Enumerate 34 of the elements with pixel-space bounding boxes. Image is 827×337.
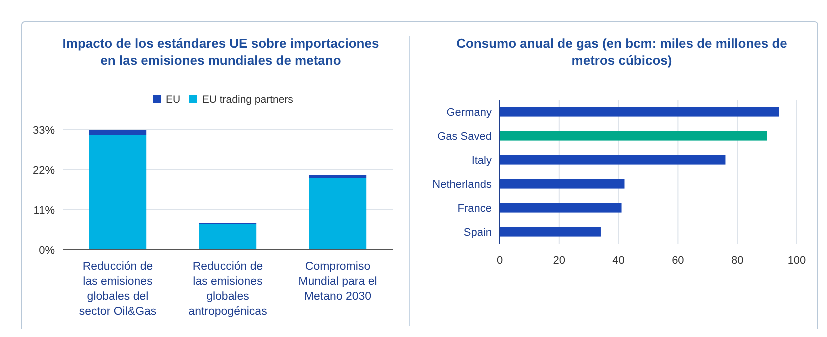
x-tick-label: Reducción de las emisiones globales antropogénicas xyxy=(188,261,268,318)
bar xyxy=(500,203,622,213)
bar xyxy=(500,131,768,141)
y-tick-label: 33% xyxy=(32,125,56,137)
bar xyxy=(89,130,147,136)
y-tick-label: Spain xyxy=(464,227,492,239)
y-tick-label: Germany xyxy=(446,107,492,119)
bar xyxy=(500,227,601,237)
x-tick-label: 100 xyxy=(788,255,806,267)
y-tick-label: Gas Saved xyxy=(438,131,492,143)
bar xyxy=(309,175,367,178)
chart-title: Impacto de los estándares UE sobre importaciones en las emisiones mundiales de metano xyxy=(62,36,380,68)
x-tick-label: Reducción de las emisiones globales del sector Oil&Gas xyxy=(79,261,157,318)
bar xyxy=(89,135,147,250)
x-tick-label: Compromiso Mundial para el Metano 2030 xyxy=(298,261,378,303)
y-tick-label: 22% xyxy=(32,165,56,177)
legend-label: EU trading partners xyxy=(202,94,294,106)
x-tick-label: 60 xyxy=(672,255,684,267)
x-tick-label: 20 xyxy=(553,255,566,267)
y-tick-label: 0% xyxy=(39,245,56,257)
x-tick-label: 80 xyxy=(731,255,744,267)
y-tick-label: France xyxy=(458,203,492,215)
chart-title: Consumo anual de gas (en bcm: miles de millones de metros cúbicos) xyxy=(456,36,788,68)
y-tick-label: 11% xyxy=(34,205,56,217)
y-tick-label: Italy xyxy=(472,155,492,167)
bar xyxy=(500,155,726,165)
bar xyxy=(309,178,367,250)
x-tick-label: 40 xyxy=(612,255,625,267)
x-tick-label: 0 xyxy=(496,255,504,267)
y-tick-label: Netherlands xyxy=(432,179,492,191)
bar xyxy=(500,107,780,117)
bar xyxy=(500,179,625,189)
bar xyxy=(199,224,257,250)
legend-label: EU xyxy=(166,94,181,106)
